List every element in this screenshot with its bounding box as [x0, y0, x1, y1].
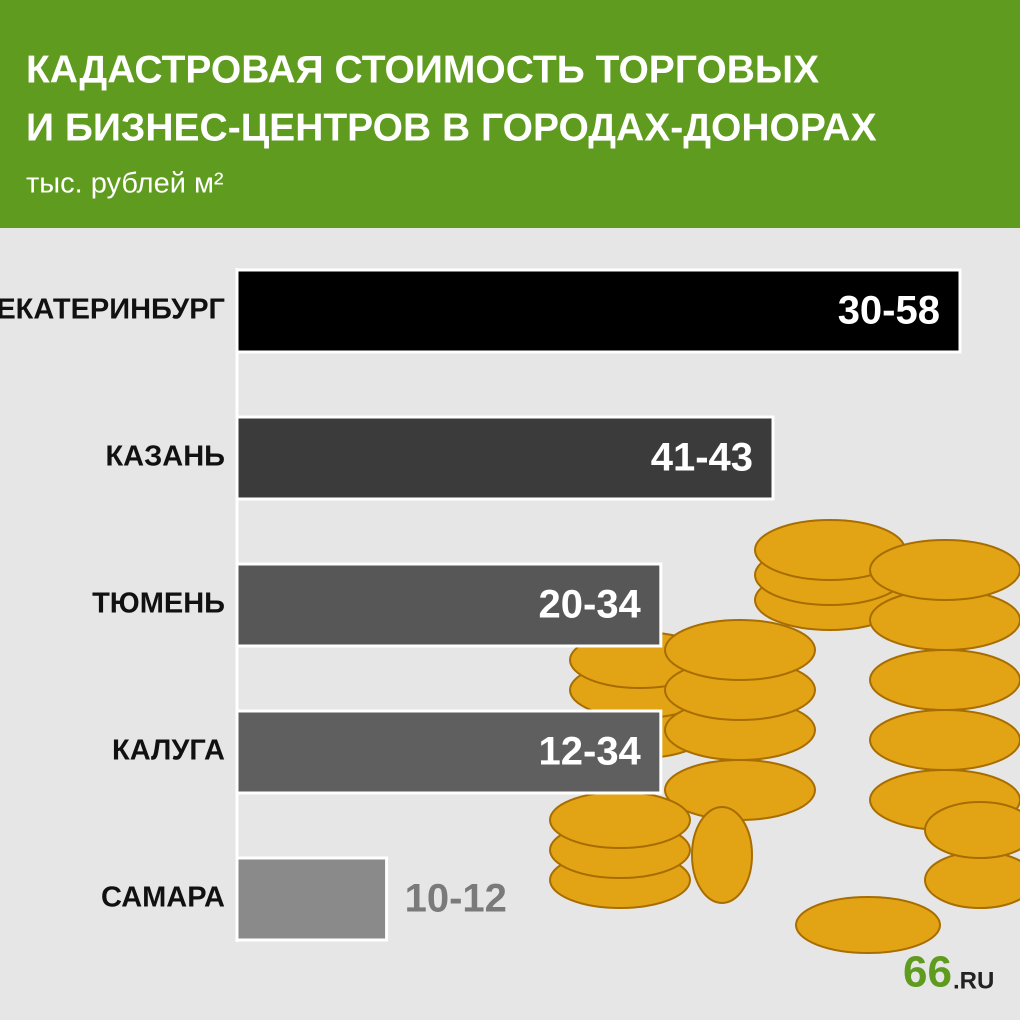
logo-number: 66	[903, 948, 952, 997]
category-label: САМАРА	[101, 882, 225, 914]
title-line: И БИЗНЕС-ЦЕНТРОВ В ГОРОДАХ-ДОНОРАХ	[26, 106, 877, 149]
value-label: 30-58	[838, 289, 940, 333]
coins	[549, 519, 1020, 954]
bar	[235, 709, 663, 795]
logo-suffix: .RU	[953, 967, 994, 994]
subtitle: тыс. рублей м²	[26, 168, 224, 200]
title-line: КАДАСТРОВАЯ СТОИМОСТЬ ТОРГОВЫХ	[26, 48, 819, 91]
header	[0, 0, 1020, 228]
category-label: КАЛУГА	[112, 735, 225, 767]
category-label: ТЮМЕНЬ	[92, 588, 225, 620]
bar	[235, 562, 663, 648]
bar	[235, 268, 962, 354]
value-label: 12-34	[539, 730, 642, 774]
bar	[235, 415, 775, 501]
value-label: 41-43	[651, 436, 753, 480]
category-label: ЕКАТЕРИНБУРГ	[0, 294, 225, 326]
value-label: 20-34	[539, 583, 642, 627]
bar	[235, 856, 389, 942]
value-label: 10-12	[405, 877, 507, 921]
category-label: КАЗАНЬ	[105, 441, 225, 473]
